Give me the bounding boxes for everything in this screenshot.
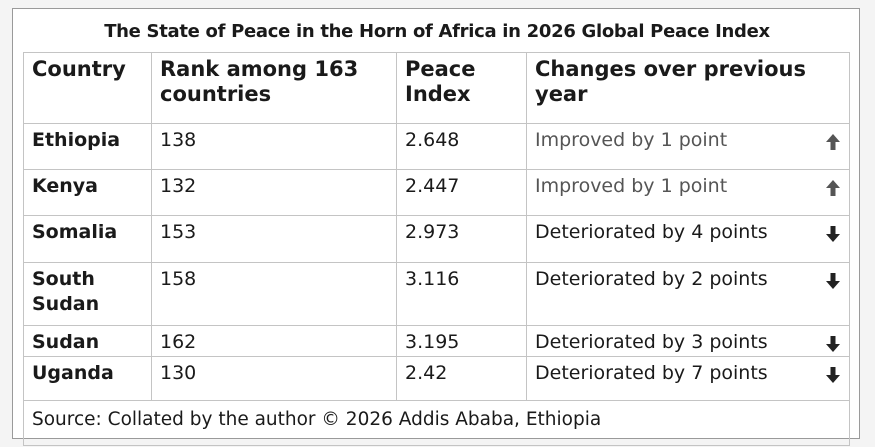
country: Kenya — [23, 169, 152, 216]
source-row: Source: Collated by the author © 2026 Ad… — [23, 400, 850, 446]
down-arrow — [826, 226, 840, 242]
index: 2.447 — [396, 169, 527, 216]
title: The State of Peace in the Horn of Africa… — [104, 21, 770, 42]
header-row: Country Rank among 163 countries Peace I… — [23, 52, 850, 124]
change-cell: Deteriorated by 2 points — [526, 262, 850, 326]
rank: 162 — [151, 325, 397, 357]
row: Uganda 130 2.42 Deteriorated by 7 points — [23, 356, 850, 401]
header-cell: Rank among 163 countries — [151, 52, 397, 124]
rank: 153 — [151, 215, 397, 263]
row: South Sudan 158 3.116 Deteriorated by 2 … — [23, 262, 850, 326]
header-cell: Peace Index — [396, 52, 527, 124]
index: 3.195 — [396, 325, 527, 357]
change: Deteriorated by 4 points — [535, 221, 768, 243]
index: 2.648 — [396, 123, 527, 170]
up-arrow — [826, 134, 840, 150]
row: Kenya 132 2.447 Improved by 1 point — [23, 169, 850, 216]
down-arrow — [826, 273, 840, 289]
rank: 130 — [151, 356, 397, 401]
row: Sudan 162 3.195 Deteriorated by 3 points — [23, 325, 850, 357]
change-cell: Improved by 1 point — [526, 123, 850, 170]
country: Uganda — [23, 356, 152, 401]
header-cell: Changes over previous year — [526, 52, 850, 124]
index: 2.42 — [396, 356, 527, 401]
change-cell: Deteriorated by 3 points — [526, 325, 850, 357]
up-arrow — [826, 180, 840, 196]
country: Sudan — [23, 325, 152, 357]
down-arrow — [826, 367, 840, 383]
down-arrow — [826, 336, 840, 352]
country: Ethiopia — [23, 123, 152, 170]
change-cell: Deteriorated by 4 points — [526, 215, 850, 263]
index: 2.973 — [396, 215, 527, 263]
change: Improved by 1 point — [535, 175, 728, 197]
rank: 158 — [151, 262, 397, 326]
header-cell: Country — [23, 52, 152, 124]
change-cell: Deteriorated by 7 points — [526, 356, 850, 401]
country: Somalia — [23, 215, 152, 263]
row: Ethiopia 138 2.648 Improved by 1 point — [23, 123, 850, 170]
change: Deteriorated by 7 points — [535, 362, 768, 384]
row: Somalia 153 2.973 Deteriorated by 4 poin… — [23, 215, 850, 263]
change: Deteriorated by 3 points — [535, 331, 768, 353]
index: 3.116 — [396, 262, 527, 326]
country: South Sudan — [23, 262, 152, 326]
source: Source: Collated by the author © 2026 Ad… — [23, 400, 850, 446]
infographic: The State of Peace in the Horn of Africa… — [12, 8, 860, 446]
change-cell: Improved by 1 point — [526, 169, 850, 216]
change: Improved by 1 point — [535, 129, 728, 151]
rank: 132 — [151, 169, 397, 216]
change: Deteriorated by 2 points — [535, 268, 768, 290]
peace-table: Country Rank among 163 countries Peace I… — [23, 52, 850, 446]
rank: 138 — [151, 123, 397, 170]
